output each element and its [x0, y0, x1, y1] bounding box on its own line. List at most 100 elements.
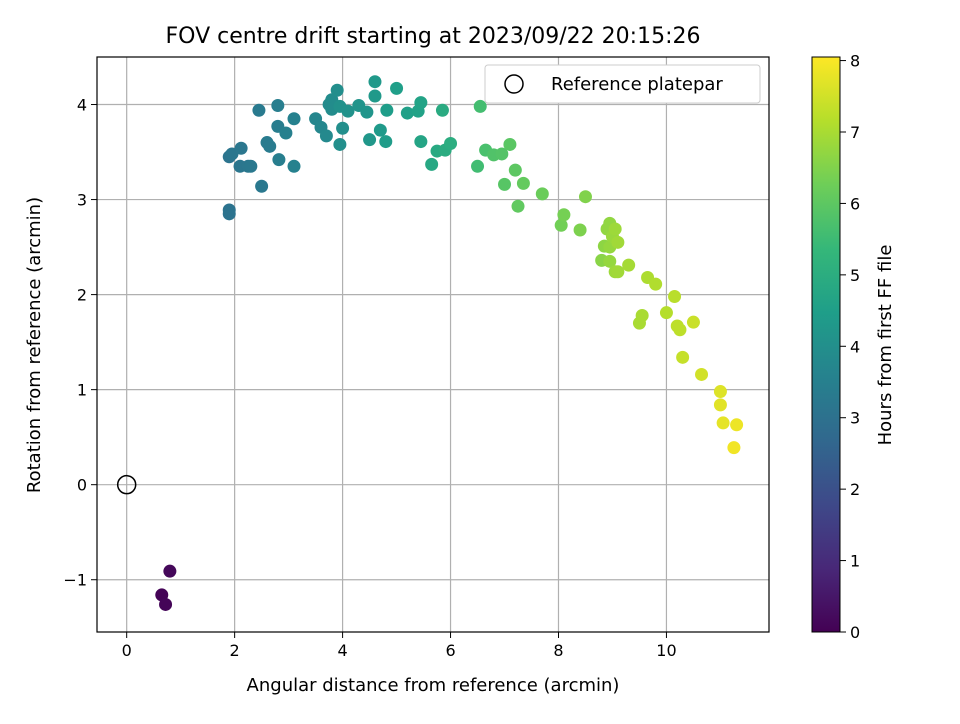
data-point [535, 187, 549, 201]
y-tick-label: 1 [77, 381, 87, 400]
x-axis-label: Angular distance from reference (arcmin) [247, 675, 620, 696]
data-point [287, 112, 301, 126]
data-point [414, 96, 428, 110]
grid [97, 57, 769, 632]
data-point [716, 416, 730, 430]
data-point [673, 323, 687, 337]
colorbar-tick-label: 2 [850, 480, 860, 499]
data-point [727, 441, 741, 455]
data-point [379, 135, 393, 149]
colorbar [811, 56, 841, 633]
data-point [272, 153, 286, 167]
plot-frame [96, 56, 770, 633]
data-point [363, 133, 377, 147]
y-tick-label: 2 [77, 286, 87, 305]
x-axis-ticks: 0 2 4 6 8 10 [122, 632, 677, 660]
data-point [503, 137, 517, 151]
data-point [516, 176, 530, 190]
data-point [622, 258, 636, 272]
y-tick-label: 4 [77, 96, 87, 115]
data-point [668, 290, 682, 304]
data-point [713, 398, 727, 412]
legend-box [484, 64, 761, 104]
colorbar-tick-label: 1 [850, 552, 860, 571]
data-point [400, 106, 414, 120]
x-tick-label: 10 [656, 641, 676, 660]
data-point [380, 103, 394, 117]
data-point [368, 75, 382, 89]
plot-area [97, 57, 769, 632]
data-point [234, 141, 248, 155]
legend-reference-marker [504, 74, 524, 94]
legend: Reference platepar [484, 64, 761, 104]
colorbar-tick-label: 6 [850, 194, 860, 213]
x-tick-label: 6 [445, 641, 455, 660]
data-point [368, 89, 382, 103]
y-tick-label: 0 [77, 476, 87, 495]
data-point [222, 203, 236, 217]
data-points [155, 75, 744, 611]
data-point [508, 163, 522, 177]
colorbar-ticks: 0 1 2 3 4 5 6 7 8 [840, 52, 860, 642]
data-point [244, 159, 258, 173]
data-point [611, 235, 625, 249]
y-axis-label: Rotation from reference (arcmin) [24, 197, 45, 493]
data-point [498, 177, 512, 191]
data-point [163, 564, 177, 578]
data-point [287, 159, 301, 173]
colorbar-tick-label: 4 [850, 337, 860, 356]
data-point [473, 99, 487, 113]
colorbar-tick-label: 0 [850, 623, 860, 642]
data-point [341, 104, 355, 118]
colorbar-tick-label: 3 [850, 409, 860, 428]
data-point [333, 137, 347, 151]
data-point [252, 103, 266, 117]
data-point [360, 105, 374, 119]
data-point [271, 98, 285, 112]
data-point [444, 136, 458, 150]
data-point [603, 254, 617, 268]
data-point [557, 208, 571, 222]
chart-title: FOV centre drift starting at 2023/09/22 … [166, 24, 701, 49]
y-tick-label: −1 [63, 571, 87, 590]
reference-platepar-marker [116, 474, 137, 495]
data-point [608, 222, 622, 236]
data-point [676, 350, 690, 364]
data-point [554, 218, 568, 232]
data-point [511, 199, 525, 213]
data-point [330, 83, 344, 97]
x-tick-label: 2 [230, 641, 240, 660]
data-point [255, 179, 269, 193]
y-tick-label: 3 [77, 191, 87, 210]
data-point [263, 139, 277, 153]
colorbar-tick-label: 8 [850, 52, 860, 71]
data-point [279, 126, 293, 140]
x-tick-label: 0 [122, 641, 132, 660]
data-point [425, 157, 439, 171]
data-point [611, 265, 625, 279]
data-point [713, 385, 727, 399]
data-point [730, 418, 744, 432]
data-point [695, 367, 709, 381]
data-point [649, 277, 663, 291]
data-point [573, 223, 587, 237]
colorbar-tick-label: 5 [850, 266, 860, 285]
data-point [390, 81, 404, 95]
y-axis-ticks: −1 0 1 2 3 4 [63, 96, 97, 590]
data-point [578, 190, 592, 204]
data-point [435, 103, 449, 117]
data-point [414, 135, 428, 149]
data-point [495, 147, 509, 161]
data-point [373, 123, 387, 137]
data-point [319, 129, 333, 143]
legend-reference-label: Reference platepar [551, 74, 723, 95]
data-point [686, 315, 700, 329]
colorbar-tick-label: 7 [850, 123, 860, 142]
data-point [471, 159, 485, 173]
data-point [159, 597, 173, 611]
colorbar-label: Hours from first FF file [875, 245, 896, 446]
x-tick-label: 8 [553, 641, 563, 660]
data-point [635, 309, 649, 323]
x-tick-label: 4 [337, 641, 347, 660]
